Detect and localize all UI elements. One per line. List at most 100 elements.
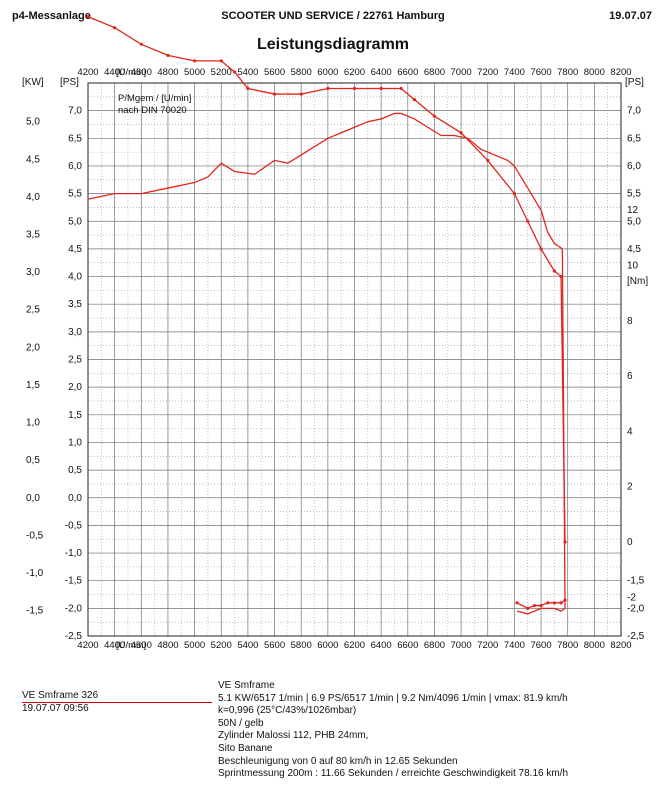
signature-block: VE Smframe 326 19.07.07 09:56 (22, 690, 212, 715)
x-tick-top: 7400 (504, 67, 525, 78)
x-unit-top: [U/min] (116, 67, 146, 78)
point-decel_nm (539, 603, 543, 608)
ps-right-tick: 5,5 (627, 189, 641, 200)
nm-tick: 10 (627, 260, 639, 271)
point-torque_nm (552, 269, 556, 273)
x-tick-bottom: 6000 (317, 640, 338, 651)
nm-unit: [Nm] (627, 276, 648, 287)
nm-tick: 0 (627, 537, 633, 548)
x-tick-bottom: 8200 (610, 640, 631, 651)
point-torque_nm (432, 114, 437, 118)
x-tick-bottom: 7800 (557, 640, 578, 651)
point-torque_nm (232, 70, 237, 74)
point-decel_nm (552, 601, 556, 605)
x-tick-top: 7000 (451, 67, 472, 78)
nm-tick: -2 (627, 592, 636, 603)
point-decel_nm (563, 598, 567, 602)
point-torque_nm (139, 42, 143, 46)
kw-tick: 5,0 (26, 117, 40, 128)
ps-right-tick: -2,0 (627, 603, 645, 614)
kw-tick: 3,5 (26, 230, 40, 241)
nm-tick: 6 (627, 371, 633, 382)
ps-left-tick: -1,5 (65, 576, 83, 587)
x-tick-top: 7800 (557, 67, 578, 78)
ps-left-tick: 2,5 (68, 355, 82, 366)
series-power_ps (87, 112, 566, 609)
point-decel_nm (559, 601, 563, 605)
x-tick-bottom: 4800 (157, 640, 178, 651)
info-line: 50N / gelb (218, 717, 264, 729)
x-tick-bottom: 4600 (131, 640, 152, 651)
x-tick-bottom: 6400 (371, 640, 392, 651)
x-tick-bottom: 5600 (264, 640, 285, 651)
ps-left-tick: 7,0 (68, 106, 82, 117)
point-torque_nm (379, 86, 383, 91)
info-line: Sito Banane (218, 742, 273, 754)
kw-tick: 2,5 (26, 305, 40, 316)
point-torque_nm (512, 192, 517, 196)
point-torque_nm (526, 219, 530, 223)
ps-left-tick: 3,5 (68, 299, 82, 310)
point-decel_nm (546, 601, 550, 605)
x-tick-bottom: 8000 (584, 640, 605, 651)
header-center: SCOOTER UND SERVICE / 22761 Hamburg (221, 10, 445, 22)
ps-left-tick: 4,0 (68, 272, 82, 283)
chart-title: Leistungsdiagramm (256, 36, 410, 53)
ps-left-tick: 2,0 (68, 382, 82, 393)
ps-left-tick: -2,0 (65, 603, 83, 614)
ps-left-tick: 1,5 (68, 410, 82, 421)
x-tick-top: 7200 (477, 67, 498, 78)
ps-left-tick: 4,5 (68, 244, 82, 255)
info-line: Beschleunigung von 0 auf 80 km/h in 12.6… (218, 755, 458, 767)
x-tick-bottom: 5400 (237, 640, 258, 651)
nm-tick: 8 (627, 316, 633, 327)
x-unit-bottom: [U/min] (116, 640, 146, 651)
x-tick-top: 6400 (371, 67, 392, 78)
point-torque_nm (299, 92, 303, 96)
x-tick-bottom: 5000 (184, 640, 205, 651)
ps-left-tick: -2,5 (65, 631, 83, 642)
point-torque_nm (399, 86, 403, 91)
x-tick-bottom: 6600 (397, 640, 418, 651)
ps-left-tick: 6,5 (68, 133, 82, 144)
point-torque_nm (486, 158, 490, 163)
x-tick-top: 4400 (104, 67, 125, 78)
x-tick-bottom: 5200 (211, 640, 232, 651)
kw-tick: -1,5 (26, 606, 44, 617)
x-tick-bottom: 4200 (77, 640, 98, 651)
point-torque_nm (86, 15, 90, 19)
ps-right-tick: 7,0 (627, 106, 641, 117)
header-date: 19.07.07 (609, 10, 652, 22)
nm-tick: 2 (627, 482, 633, 493)
signature-name: VE Smframe 326 (22, 690, 212, 703)
legend-line: nach DIN 70020 (118, 105, 187, 116)
kw-tick: 0,0 (26, 493, 40, 504)
x-tick-bottom: 7200 (477, 640, 498, 651)
point-decel_nm (515, 601, 519, 605)
x-tick-top: 7600 (530, 67, 551, 78)
info-line: Zylinder Malossi 112, PHB 24mm, (218, 730, 369, 742)
ps-left-tick: 0,0 (68, 493, 82, 504)
point-torque_nm (219, 59, 223, 63)
kw-tick: 3,0 (26, 267, 40, 278)
point-torque_nm (459, 131, 463, 135)
kw-tick: 2,0 (26, 342, 40, 353)
header-left: p4-Messanlage (12, 10, 91, 22)
ps-left-tick: 1,0 (68, 437, 82, 448)
ps-left-tick: -1,0 (65, 548, 83, 559)
point-torque_nm (563, 540, 567, 544)
signature-date: 19.07.07 09:56 (22, 703, 89, 714)
info-block: VE Smframe 5.1 KW/6517 1/min | 6.9 PS/651… (218, 680, 568, 781)
x-tick-bottom: 4400 (104, 640, 125, 651)
x-tick-top: 5200 (211, 67, 232, 78)
plot-frame (87, 82, 622, 637)
x-tick-top: 6200 (344, 67, 365, 78)
x-tick-top: 5400 (237, 67, 258, 78)
x-tick-top: 5800 (291, 67, 312, 78)
legend-line: P/Mgem / [U/min] (118, 93, 191, 104)
ps-right-tick: 5,0 (627, 216, 641, 227)
point-torque_nm (193, 59, 197, 63)
point-torque_nm (326, 86, 330, 91)
x-tick-bottom: 6200 (344, 640, 365, 651)
x-tick-top: 6000 (317, 67, 338, 78)
